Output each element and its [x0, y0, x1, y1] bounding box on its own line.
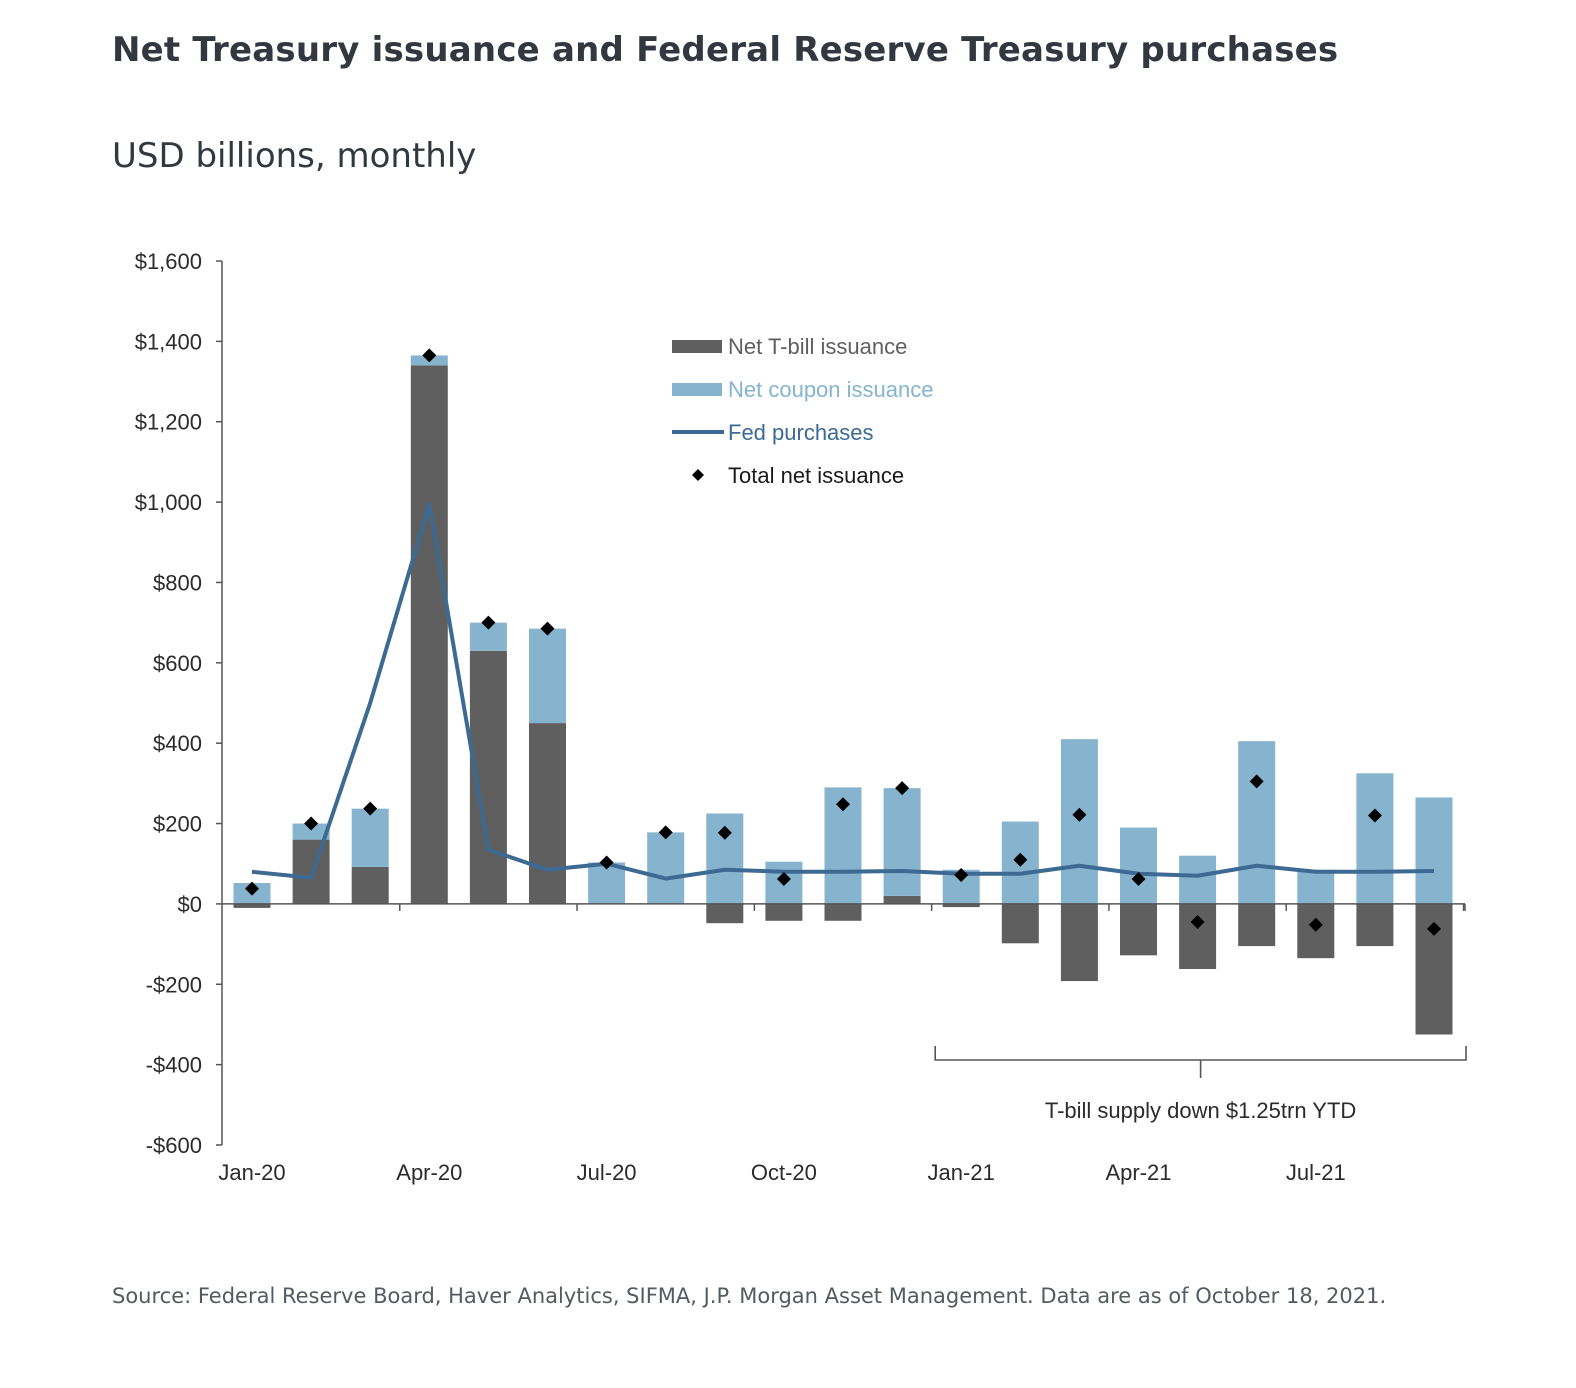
total-point [1013, 852, 1028, 867]
x-tick-label: Jul-21 [1286, 1160, 1346, 1185]
coupon-bar [1238, 741, 1276, 904]
y-tick-label: $800 [153, 570, 202, 595]
tbill-bar [1001, 903, 1039, 944]
annotation-bracket: T-bill supply down $1.25trn YTD [934, 1046, 1467, 1123]
total-point [717, 825, 732, 840]
tbill-bar [529, 723, 566, 904]
coupon-bar [529, 628, 566, 724]
tbill-bar [351, 866, 389, 904]
annotation-label: T-bill supply down $1.25trn YTD [1045, 1098, 1356, 1123]
total-point [245, 881, 259, 896]
y-tick-label: $1,000 [135, 490, 202, 515]
legend-label: Total net issuance [728, 463, 904, 488]
total-point [1131, 871, 1146, 886]
y-tick-label: $0 [178, 892, 202, 917]
total-point [422, 348, 437, 363]
coupon-bar [292, 823, 330, 840]
y-tick-label: $600 [153, 651, 202, 676]
y-tick-label: $1,600 [135, 249, 202, 274]
coupon-bar [351, 808, 389, 867]
legend-label: Fed purchases [728, 420, 874, 445]
x-tick-label: Jan-21 [928, 1160, 995, 1185]
coupon-bar [647, 832, 685, 904]
chart-subtitle: USD billions, monthly [112, 136, 477, 176]
x-tick-label: Jan-20 [218, 1160, 285, 1185]
tbill-bar [1238, 903, 1276, 947]
total-point [1249, 774, 1264, 789]
x-tick-label: Apr-21 [1105, 1160, 1171, 1185]
x-tick-label: Oct-20 [751, 1160, 817, 1185]
total-point [304, 816, 319, 831]
fed-line-layer [251, 502, 1435, 881]
total-point [895, 781, 910, 796]
tbill-bar [883, 895, 921, 904]
bar-layer [233, 355, 1453, 1035]
legend-label: Net T-bill issuance [728, 334, 907, 359]
total-point [1427, 921, 1441, 936]
coupon-bar [1179, 855, 1217, 904]
tbill-bar [410, 365, 448, 904]
tbill-bar [1179, 903, 1217, 970]
axes-layer: $1,600 $1,400 $1,200 $1,000 $800 $600 $400 $200… [135, 249, 1466, 1185]
legend-swatch-total [692, 469, 704, 481]
source-note: Source: Federal Reserve Board, Haver Ana… [112, 1284, 1387, 1308]
y-tick-label: -$600 [146, 1133, 202, 1158]
tbill-bar [942, 903, 980, 908]
fed-purchases-line [251, 502, 1435, 881]
total-point [954, 867, 969, 882]
y-tick-label: -$400 [146, 1053, 202, 1078]
tbill-bar [1060, 903, 1098, 982]
total-point [836, 797, 850, 812]
y-tick-label: $200 [153, 812, 202, 837]
coupon-bar [1415, 797, 1453, 904]
x-tick-label: Apr-20 [396, 1160, 462, 1185]
tbill-bar [824, 903, 862, 921]
coupon-bar [1297, 869, 1335, 904]
tbill-bar [1356, 903, 1394, 947]
legend-swatch-coupon [672, 383, 722, 396]
annotation-bracket-line [934, 1046, 1467, 1078]
coupon-bar [1356, 773, 1394, 904]
tbill-bar [706, 903, 744, 924]
total-point [1367, 808, 1382, 823]
chart-canvas: $1,600 $1,400 $1,200 $1,000 $800 $600 $400 $200… [135, 249, 1467, 1185]
total-point [1072, 807, 1087, 822]
total-point [1190, 914, 1205, 929]
legend-swatch-tbill [672, 340, 722, 353]
tbill-bar [1120, 903, 1157, 956]
legend-label: Net coupon issuance [728, 377, 933, 402]
tbill-bar [765, 903, 803, 921]
coupon-bar [1120, 827, 1157, 904]
total-point [1308, 917, 1323, 932]
x-tick-label: Jul-20 [577, 1160, 637, 1185]
chart-title: Net Treasury issuance and Federal Reserv… [112, 30, 1339, 70]
coupon-bar [883, 788, 921, 896]
total-point [658, 825, 673, 840]
y-tick-label: $400 [153, 731, 202, 756]
legend: Net T-bill issuance Net coupon issuance Fe… [672, 334, 933, 488]
y-tick-label: -$200 [146, 972, 202, 997]
total-point [776, 871, 791, 886]
y-tick-label: $1,400 [135, 329, 202, 354]
total-points-layer [245, 348, 1441, 936]
total-point [481, 615, 496, 630]
total-point [599, 855, 614, 870]
tbill-bar [233, 903, 271, 908]
y-tick-label: $1,200 [135, 410, 202, 435]
total-point [363, 801, 378, 816]
total-point [540, 621, 555, 636]
